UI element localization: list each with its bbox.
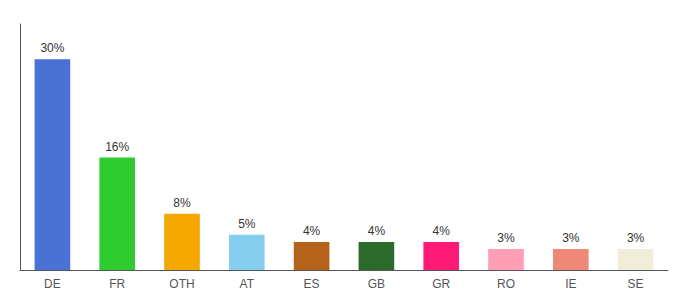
svg-text:3%: 3% [562,231,580,245]
svg-text:RO: RO [497,277,515,291]
svg-text:3%: 3% [497,231,515,245]
svg-text:GB: GB [368,277,385,291]
svg-text:SE: SE [628,277,644,291]
svg-text:3%: 3% [627,231,645,245]
svg-text:8%: 8% [173,196,191,210]
svg-text:4%: 4% [368,224,386,238]
svg-text:16%: 16% [105,140,129,154]
svg-text:FR: FR [109,277,125,291]
svg-text:OTH: OTH [169,277,194,291]
svg-text:4%: 4% [433,224,451,238]
svg-text:5%: 5% [238,217,256,231]
svg-text:GR: GR [432,277,450,291]
svg-text:4%: 4% [303,224,321,238]
svg-text:30%: 30% [40,41,64,55]
svg-text:ES: ES [304,277,320,291]
svg-text:DE: DE [44,277,61,291]
svg-text:AT: AT [240,277,255,291]
svg-text:IE: IE [565,277,576,291]
